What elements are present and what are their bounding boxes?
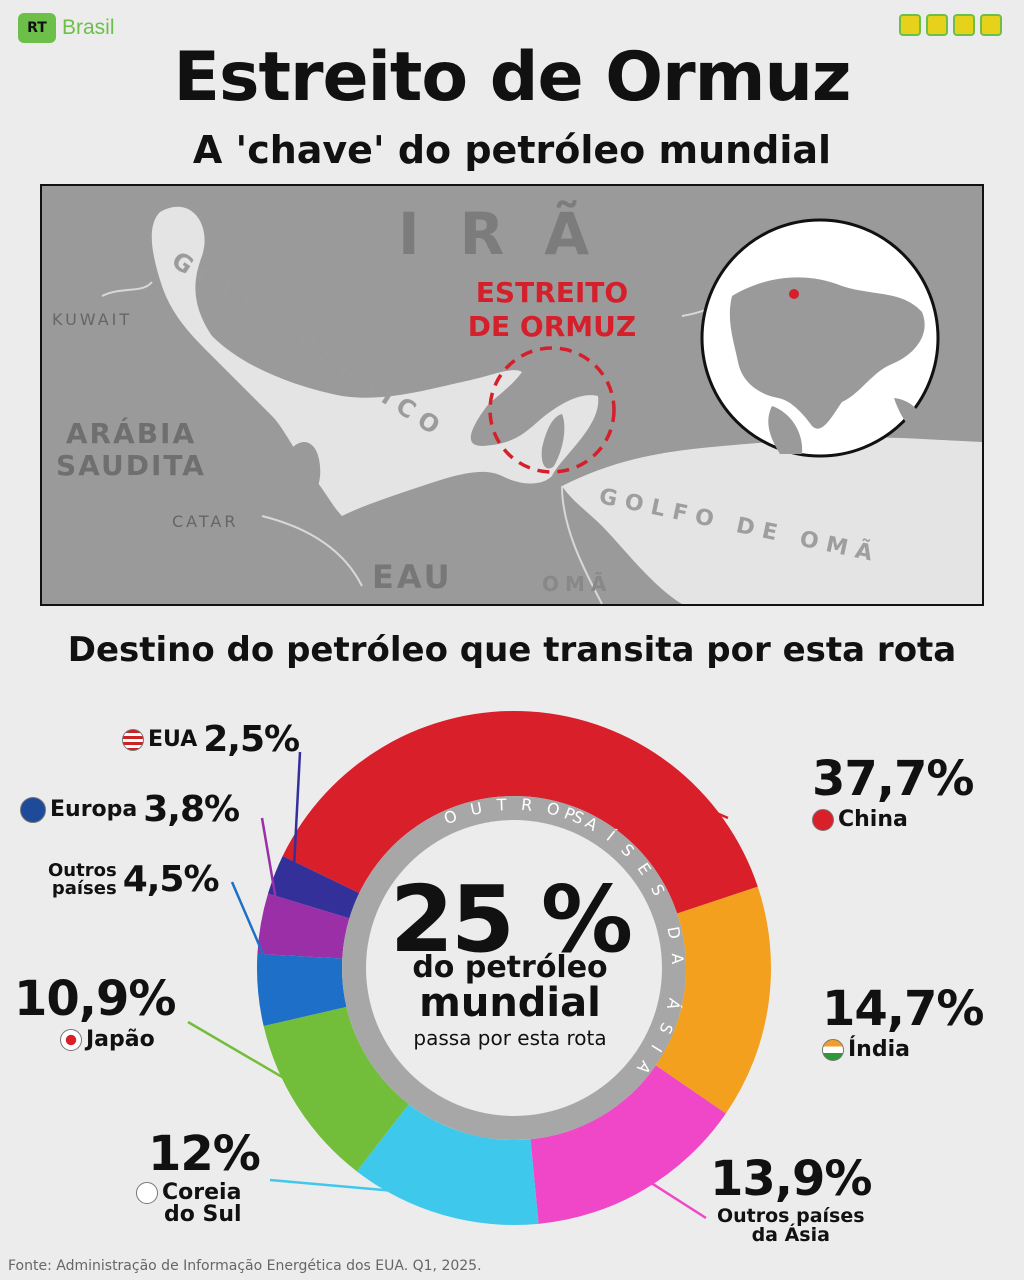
musandam-peninsula — [541, 414, 565, 469]
leader-line — [230, 881, 280, 989]
donut-slice-europa — [257, 893, 350, 959]
japan-value: 10,9% — [14, 971, 177, 1027]
circle-icon — [953, 14, 975, 36]
donut-slice-eua — [268, 856, 360, 919]
india-name: Índia — [848, 1037, 910, 1062]
label-strait: ESTREITO DE ORMUZ — [462, 276, 642, 344]
gulf-of-oman-water — [562, 437, 982, 604]
brand-corner-icons — [899, 14, 1002, 36]
label-kuwait: KUWAIT — [52, 310, 133, 329]
source-note: Fonte: Administração de Informação Energ… — [8, 1258, 482, 1274]
map-drawing — [101, 206, 982, 604]
leader-line — [187, 1020, 316, 1098]
leader-line — [747, 1000, 760, 1046]
label-usa: EUA 2,5% — [122, 719, 300, 760]
other-asia-value: 13,9% — [710, 1151, 873, 1207]
qatar-peninsula — [290, 442, 321, 504]
china-flag-icon — [812, 809, 834, 831]
label-europe: Europa 3,8% — [20, 789, 240, 830]
label-qatar: CATAR — [172, 512, 239, 531]
globe-inset — [700, 218, 940, 458]
circle-icon — [926, 14, 948, 36]
korea-value: 12% — [148, 1126, 261, 1182]
usa-name: EUA — [148, 727, 198, 752]
label-china: 37,7% China — [812, 751, 975, 832]
label-japan: 10,9% Japão — [14, 971, 177, 1052]
inner-center-disc — [366, 820, 662, 1116]
leader-line — [260, 817, 282, 928]
china-name: China — [838, 807, 908, 832]
chart-heading: Destino do petróleo que transita por est… — [67, 630, 957, 670]
leader-line — [291, 751, 302, 882]
other-asia-name-1: Outros países — [716, 1205, 865, 1227]
label-india: 14,7% Índia — [822, 981, 985, 1062]
usa-value: 2,5% — [203, 719, 300, 760]
leader-line — [528, 730, 729, 820]
japan-flag-icon — [60, 1029, 82, 1051]
label-saudi-line1: ARÁBIA — [65, 417, 197, 450]
center-line1: do petróleo — [412, 950, 608, 985]
label-saudi-arabia: ARÁBIA SAUDITA — [56, 418, 206, 482]
center-line3: passa por esta rota — [413, 1026, 607, 1050]
eu-flag-icon — [20, 797, 46, 823]
donut-slice-china — [282, 711, 758, 914]
south-korea-flag-icon — [136, 1182, 158, 1204]
europe-name: Europa — [50, 797, 138, 822]
label-strait-line2: DE ORMUZ — [467, 310, 637, 343]
donut-slice--ndia — [655, 886, 771, 1114]
label-other-countries: Outros países 4,5% — [48, 859, 220, 900]
korea-name-1: Coreia — [162, 1180, 242, 1205]
usa-flag-icon — [122, 729, 144, 751]
strait-map: IRÃ ESTREITO DE ORMUZ KUWAIT ARÁBIA SAUD… — [40, 184, 984, 606]
donut-slice-coreia-do-sul — [356, 1104, 539, 1225]
label-strait-line1: ESTREITO — [475, 276, 629, 309]
label-oman: OMÃ — [542, 572, 613, 596]
leader-line — [633, 1171, 707, 1220]
label-uae: EAU — [372, 558, 453, 596]
center-percentage: 25 % — [389, 866, 633, 973]
rt-logo: RT — [18, 13, 56, 43]
korea-name-2: do Sul — [164, 1202, 242, 1227]
leader-line — [269, 1178, 449, 1197]
center-line2: mundial — [419, 980, 601, 1026]
other-countries-name-2: países — [51, 878, 117, 899]
label-saudi-line2: SAUDITA — [56, 449, 206, 482]
brand-name: Brasil — [62, 16, 115, 39]
strait-highlight-circle — [488, 346, 616, 474]
label-iran: IRÃ — [398, 200, 630, 268]
china-value: 37,7% — [812, 751, 975, 807]
europe-value: 3,8% — [143, 789, 240, 830]
india-value: 14,7% — [822, 981, 985, 1037]
page-subtitle: A 'chave' do petróleo mundial — [192, 128, 832, 172]
page-title: Estreito de Ormuz — [173, 38, 852, 117]
brand-logo-group: RT Brasil — [18, 12, 115, 44]
india-flag-icon — [822, 1039, 844, 1061]
label-south-korea: 12% Coreia do Sul — [136, 1126, 261, 1227]
japan-name: Japão — [86, 1027, 155, 1052]
other-countries-name-1: Outros — [48, 860, 117, 881]
diamond-icon — [980, 14, 1002, 36]
other-asia-name-2: da Ásia — [751, 1224, 830, 1246]
other-countries-value: 4,5% — [122, 859, 220, 900]
location-dot — [789, 289, 799, 299]
chevron-icon — [899, 14, 921, 36]
donut-slice-outros-pa-ses-da-sia — [530, 1065, 726, 1224]
label-other-asia: 13,9% Outros países da Ásia — [710, 1151, 873, 1246]
donut-slice-jap-o — [263, 1006, 409, 1172]
donut-slice-outros-pa-ses — [257, 953, 347, 1027]
persian-gulf-water — [151, 206, 599, 516]
